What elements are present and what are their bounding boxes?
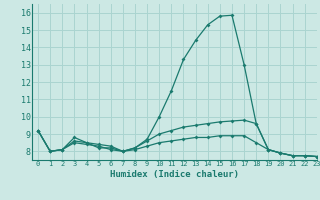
X-axis label: Humidex (Indice chaleur): Humidex (Indice chaleur) [110, 170, 239, 179]
